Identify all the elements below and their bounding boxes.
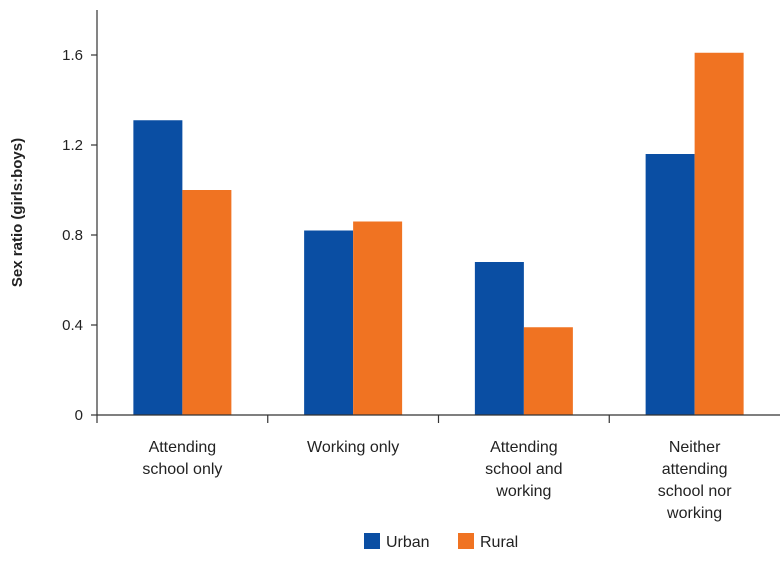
category-label: Attending: [149, 439, 217, 456]
category-label: working: [495, 483, 551, 500]
bar-urban: [304, 230, 354, 415]
y-axis-ticks: 0 0.4 0.8 1.2 1.6: [62, 47, 97, 424]
legend-swatch-urban: [364, 533, 380, 549]
legend-swatch-rural: [458, 533, 474, 549]
bar-rural: [353, 221, 403, 415]
y-tick-label: 0.4: [62, 317, 83, 334]
bar-rural: [182, 190, 232, 415]
category-label: Attending: [490, 439, 558, 456]
bar-rural: [694, 52, 744, 415]
legend-label-rural: Rural: [480, 534, 518, 551]
y-tick-label: 1.2: [62, 137, 83, 154]
category-label: attending: [662, 461, 728, 478]
bar-urban: [474, 262, 524, 415]
y-tick-label: 0.8: [62, 227, 83, 244]
category-label: Neither: [669, 439, 721, 456]
y-axis-title-group: Sex ratio (girls:boys): [9, 138, 26, 287]
category-labels: Attending school only Working only Attendin…: [96, 415, 732, 522]
category-label: school only: [142, 461, 222, 478]
category-label: Working only: [307, 439, 399, 456]
category-label: working: [666, 505, 722, 522]
y-tick-label: 0: [75, 407, 83, 424]
category-label: school nor: [658, 483, 732, 500]
bar-rural: [523, 327, 573, 415]
bar-urban: [133, 120, 183, 415]
legend-label-urban: Urban: [386, 534, 430, 551]
y-axis-title: Sex ratio (girls:boys): [9, 138, 26, 287]
category-label: school and: [485, 461, 562, 478]
bar-urban: [645, 154, 695, 415]
y-tick-label: 1.6: [62, 47, 83, 64]
bars: [133, 52, 744, 415]
legend: Urban Rural: [364, 533, 518, 551]
